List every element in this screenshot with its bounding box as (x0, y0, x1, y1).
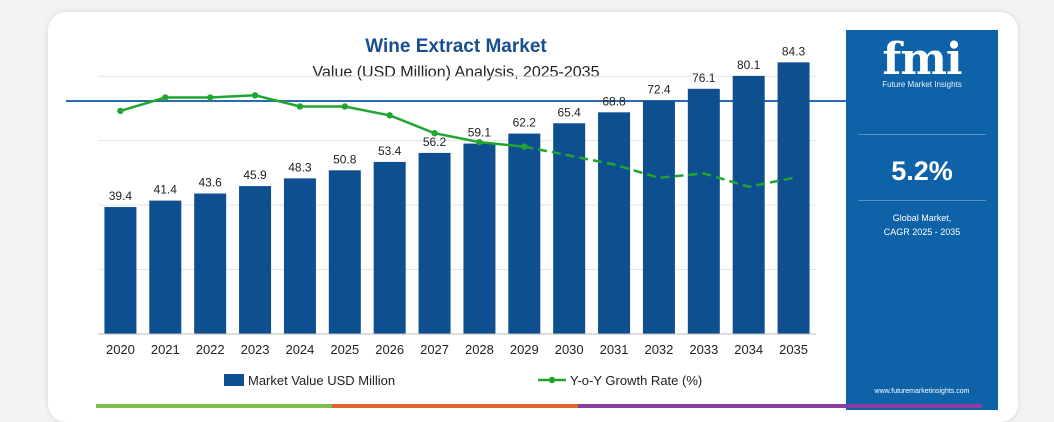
cagr-divider (858, 200, 986, 201)
growth-point-2027 (431, 130, 438, 137)
x-tick-2028: 2028 (465, 342, 494, 357)
growth-point-2020 (117, 107, 124, 115)
data-label-2035: 84.3 (782, 44, 806, 58)
cagr-label-line1: Global Market, (892, 213, 952, 223)
x-tick-2034: 2034 (734, 342, 763, 357)
x-tick-2030: 2030 (555, 342, 584, 357)
bar-2022 (194, 193, 227, 334)
bar-2035 (777, 62, 810, 334)
x-tick-2035: 2035 (779, 342, 808, 357)
data-label-2029: 62.2 (513, 116, 537, 130)
chart-area: Wine Extract Market Value (USD Million) … (66, 30, 846, 410)
x-tick-2021: 2021 (151, 342, 180, 357)
data-label-2021: 41.4 (154, 183, 178, 197)
cagr-label: Global Market, CAGR 2025 - 2035 (846, 211, 998, 239)
logo-mark: fmi (882, 34, 962, 85)
bar-2031 (598, 112, 631, 334)
brand-sidebar: fmi Future Market Insights 5.2% Global M… (846, 30, 998, 410)
bar-2026 (373, 161, 406, 334)
x-tick-2031: 2031 (600, 342, 629, 357)
logo-subtext: Future Market Insights (882, 80, 962, 89)
data-label-2025: 50.8 (333, 152, 357, 166)
cagr-value: 5.2% (891, 156, 953, 186)
x-tick-2025: 2025 (330, 342, 359, 357)
chart-plot: 39.4 41.4 43.6 45.9 48.3 50.8 53.4 56.2 59.1 62.2… (98, 44, 816, 388)
data-label-2033: 76.1 (692, 71, 716, 85)
bar-2023 (239, 186, 272, 334)
x-tick-2023: 2023 (241, 342, 270, 357)
data-label-2034: 80.1 (737, 58, 761, 72)
data-label-2024: 48.3 (288, 160, 312, 174)
accent-segment-green (96, 404, 332, 408)
growth-point-2028 (476, 138, 483, 146)
x-tick-2033: 2033 (689, 342, 718, 357)
bar-2034 (732, 75, 765, 335)
x-tick-2027: 2027 (420, 342, 449, 357)
bar-2029 (508, 133, 541, 334)
chart-title: Wine Extract Market (365, 36, 547, 57)
accent-segment-orange (332, 404, 578, 408)
bar-2028 (463, 143, 496, 334)
growth-point-2022 (206, 94, 214, 101)
growth-point-2021 (162, 94, 169, 101)
data-label-2022: 43.6 (199, 176, 223, 190)
cagr-divider-top (858, 134, 986, 135)
x-tick-2026: 2026 (375, 342, 404, 357)
growth-point-2023 (251, 92, 259, 99)
growth-line-forecast (524, 145, 794, 189)
cagr-label-line2: CAGR 2025 - 2035 (883, 227, 961, 237)
legend-swatch-bar (224, 374, 244, 386)
data-label-2028: 59.1 (468, 126, 492, 140)
title-divider (66, 100, 846, 102)
growth-point-2029 (521, 143, 528, 150)
bar-2020 (104, 207, 137, 334)
data-label-2023: 45.9 (243, 168, 267, 182)
data-label-2030: 65.4 (558, 105, 582, 119)
website-link[interactable]: www.futuremarketinsights.com (874, 388, 970, 395)
growth-point-2026 (386, 112, 393, 119)
legend-label-line: Y-o-Y Growth Rate (%) (570, 373, 702, 388)
growth-line-historical (120, 94, 525, 148)
growth-point-2025 (341, 103, 349, 110)
accent-segment-purple (578, 404, 982, 408)
data-label-2031: 68.8 (602, 94, 626, 108)
bar-2024 (283, 178, 316, 334)
data-label-2032: 72.4 (647, 83, 671, 97)
bar-2027 (418, 152, 451, 334)
bar-2021 (149, 200, 182, 334)
legend-label-bar: Market Value USD Million (248, 373, 395, 388)
bar-2025 (328, 170, 361, 334)
x-tick-2024: 2024 (285, 342, 314, 357)
data-label-2027: 56.2 (423, 135, 447, 149)
x-tick-2032: 2032 (644, 342, 673, 357)
x-tick-2020: 2020 (106, 342, 135, 357)
data-label-2026: 53.4 (378, 144, 402, 158)
fmi-logo: fmi Future Market Insights (846, 34, 998, 90)
data-label-2020: 39.4 (109, 189, 133, 203)
bar-2032 (642, 100, 675, 334)
chart-subtitle: Value (USD Million) Analysis, 2025-2035 (312, 64, 600, 81)
legend-swatch-line-marker (548, 376, 556, 384)
accent-bar (96, 404, 982, 408)
growth-point-2024 (296, 103, 304, 110)
bar-2033 (687, 88, 720, 335)
x-tick-2022: 2022 (196, 342, 225, 357)
x-tick-2029: 2029 (510, 342, 539, 357)
